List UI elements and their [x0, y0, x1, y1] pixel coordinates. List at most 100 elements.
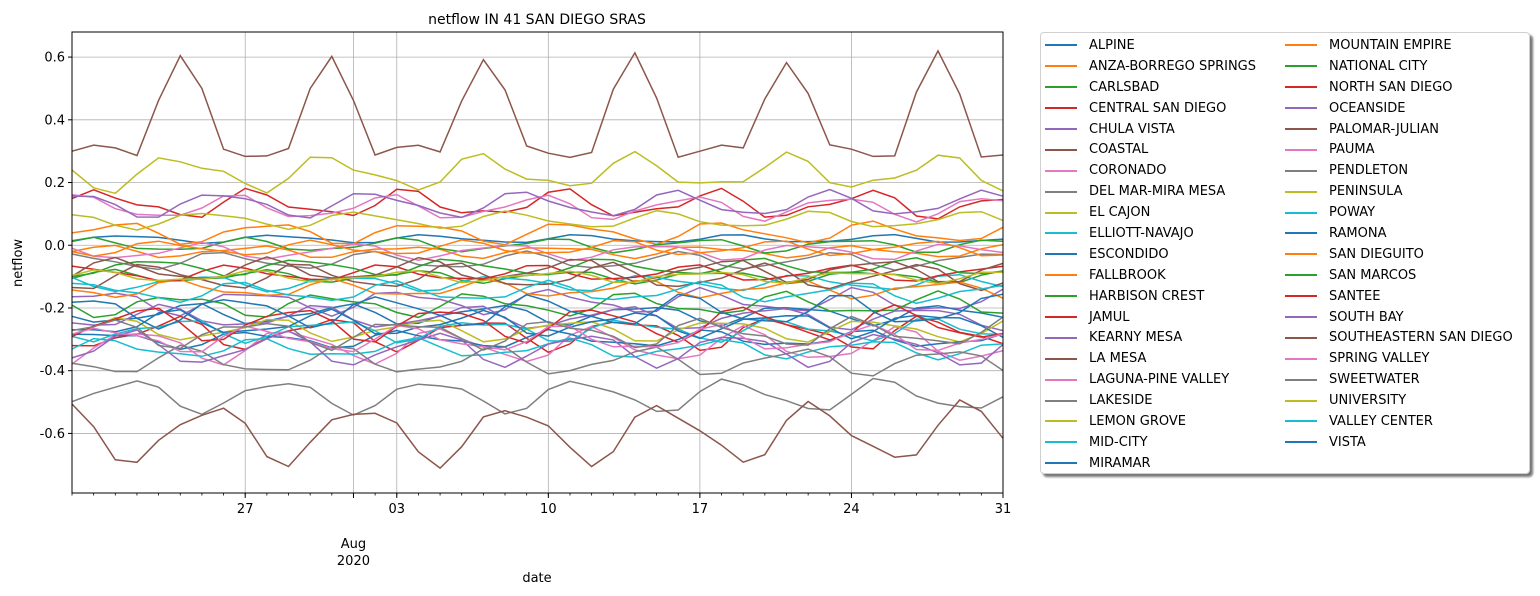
legend-label: EL CAJON [1089, 205, 1151, 221]
y-axis-label: netflow [11, 239, 26, 287]
legend-item: SAN MARCOS [1285, 265, 1513, 286]
legend-label: VISTA [1329, 434, 1366, 450]
plot-area [71, 31, 1004, 494]
x-axis-ticks: 27 Aug 2020 03 10 17 24 31 [71, 493, 1012, 569]
legend-label: CENTRAL SAN DIEGO [1089, 100, 1227, 116]
series-line [71, 315, 1004, 352]
legend-item: ALPINE [1045, 35, 1256, 56]
series-line [71, 243, 1004, 260]
x-tick-label: 24 [843, 502, 860, 517]
legend-item: VISTA [1285, 432, 1513, 453]
chart-title: netflow IN 41 SAN DIEGO SRAS [428, 12, 646, 28]
legend-swatch [1045, 128, 1077, 130]
legend-label: SOUTH BAY [1329, 309, 1404, 325]
series-line [71, 323, 1004, 353]
legend-swatch [1285, 107, 1317, 110]
y-axis-ticks: -0.6 -0.4 -0.2 0.0 0.2 0.4 0.6 [40, 51, 72, 442]
legend-label: ANZA-BORREGO SPRINGS [1089, 58, 1257, 74]
legend-item: CORONADO [1045, 160, 1256, 181]
y-tick-label: -0.4 [40, 364, 65, 379]
legend-item: SAN DIEGUITO [1285, 244, 1513, 265]
legend-item: CHULA VISTA [1045, 119, 1256, 140]
legend-label: ELLIOTT-NAVAJO [1089, 225, 1194, 241]
legend-item: LA MESA [1045, 348, 1256, 369]
legend-swatch [1045, 211, 1077, 214]
legend-swatch [1045, 316, 1077, 319]
series-line [71, 329, 1004, 370]
series-line [71, 279, 1004, 305]
legend-swatch [1285, 211, 1317, 214]
legend-swatch [1045, 107, 1077, 110]
legend-item: SPRING VALLEY [1285, 348, 1513, 369]
legend-swatch [1285, 44, 1317, 47]
legend-label: NORTH SAN DIEGO [1329, 79, 1453, 95]
legend-item: NORTH SAN DIEGO [1285, 77, 1513, 98]
series-line [71, 256, 1004, 284]
legend-item: UNIVERSITY [1285, 390, 1513, 411]
legend-swatch [1045, 420, 1077, 423]
legend-label: ALPINE [1089, 37, 1135, 53]
x-tick-label: 17 [692, 502, 709, 517]
legend-label: SOUTHEASTERN SAN DIEGO [1329, 330, 1513, 346]
legend-swatch [1045, 232, 1077, 235]
legend-label: CARLSBAD [1089, 79, 1160, 95]
y-tick-label: 0.6 [44, 51, 65, 66]
legend-label: CORONADO [1089, 163, 1167, 179]
legend-label: DEL MAR-MIRA MESA [1089, 184, 1226, 200]
legend-label: SANTEE [1329, 288, 1381, 304]
legend-item: SOUTHEASTERN SAN DIEGO [1285, 327, 1513, 348]
series-line [71, 344, 1004, 377]
legend-item: HARBISON CREST [1045, 286, 1256, 307]
legend-label: SPRING VALLEY [1329, 351, 1430, 367]
legend-item: RAMONA [1285, 223, 1513, 244]
y-tick-label: -0.6 [40, 427, 65, 442]
legend-label: CHULA VISTA [1089, 121, 1175, 137]
y-tick-label: 0.0 [44, 239, 65, 254]
legend-item: MIRAMAR [1045, 453, 1256, 474]
legend-item: ESCONDIDO [1045, 244, 1256, 265]
series-line [71, 290, 1004, 319]
legend-item: ANZA-BORREGO SPRINGS [1045, 56, 1256, 77]
legend-item: MID-CITY [1045, 432, 1256, 453]
legend-label: PAUMA [1329, 142, 1375, 158]
series-lines [71, 49, 1004, 470]
legend-swatch [1285, 169, 1317, 172]
x-tick-label: 27 [237, 502, 254, 517]
x-tick-label: 31 [995, 502, 1012, 517]
legend-item: PENDLETON [1285, 160, 1513, 181]
legend-swatch [1285, 86, 1317, 89]
legend-swatch [1045, 336, 1077, 339]
legend-column-2: MOUNTAIN EMPIRE NATIONAL CITY NORTH SAN DI… [1285, 35, 1513, 453]
legend-label: JAMUL [1089, 309, 1130, 325]
legend-label: PENDLETON [1329, 163, 1409, 179]
series-line [71, 293, 1004, 330]
legend-item: SANTEE [1285, 286, 1513, 307]
legend-swatch [1045, 378, 1077, 381]
legend-label: SAN DIEGUITO [1329, 246, 1424, 262]
y-tick-label: 0.2 [44, 176, 65, 191]
legend-item: LAKESIDE [1045, 390, 1256, 411]
legend-label: LEMON GROVE [1089, 413, 1186, 429]
series-line [71, 49, 1004, 159]
legend-item: EL CAJON [1045, 202, 1256, 223]
series-line [71, 302, 1004, 327]
legend-item: ELLIOTT-NAVAJO [1045, 223, 1256, 244]
legend-swatch [1285, 357, 1317, 360]
legend-label: SWEETWATER [1329, 372, 1420, 388]
legend-item: CARLSBAD [1045, 77, 1256, 98]
legend-swatch [1285, 295, 1317, 298]
x-tick-label: 03 [388, 502, 405, 517]
x-tick-sublabel: 2020 [337, 554, 370, 569]
series-line [71, 269, 1004, 285]
legend-label: ESCONDIDO [1089, 246, 1169, 262]
legend-label: SAN MARCOS [1329, 267, 1417, 283]
legend-item: PALOMAR-JULIAN [1285, 119, 1513, 140]
legend-item: SOUTH BAY [1285, 307, 1513, 328]
legend-item: COASTAL [1045, 139, 1256, 160]
legend-column-1: ALPINE ANZA-BORREGO SPRINGS CARLSBAD CENTRA… [1045, 35, 1256, 474]
legend-swatch [1045, 44, 1077, 47]
legend-label: MOUNTAIN EMPIRE [1329, 37, 1452, 53]
legend-swatch [1045, 253, 1077, 256]
legend-swatch [1285, 316, 1317, 319]
